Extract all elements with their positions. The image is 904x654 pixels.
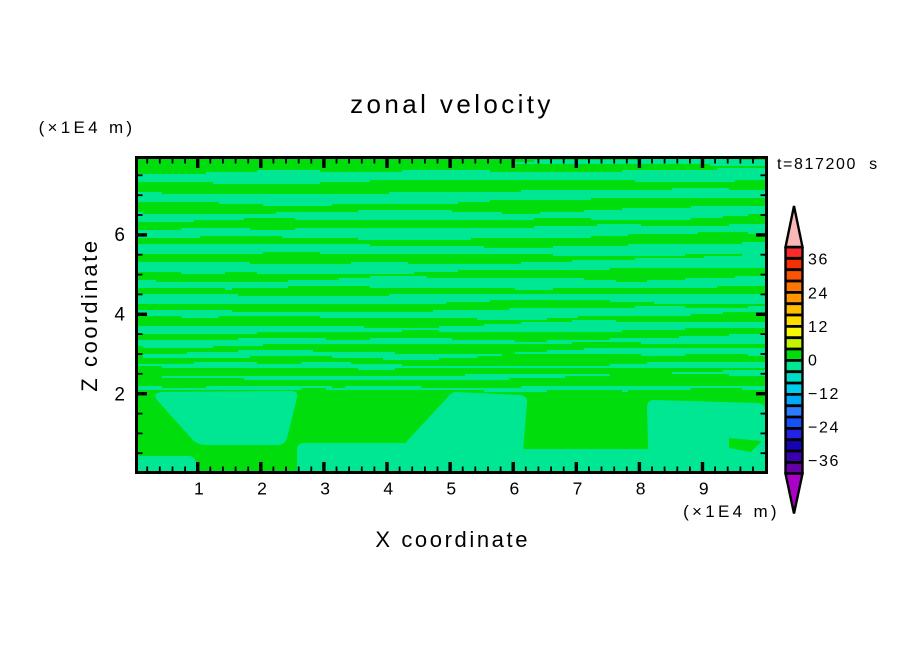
svg-text:(×1E4 m): (×1E4 m) bbox=[39, 118, 136, 137]
svg-text:5: 5 bbox=[446, 479, 457, 499]
svg-text:−12: −12 bbox=[808, 386, 840, 403]
svg-text:Z coordinate: Z coordinate bbox=[77, 238, 102, 392]
svg-text:36: 36 bbox=[808, 251, 829, 268]
svg-text:zonal velocity: zonal velocity bbox=[350, 89, 554, 119]
svg-text:12: 12 bbox=[808, 319, 829, 336]
svg-text:9: 9 bbox=[699, 479, 710, 499]
svg-text:6: 6 bbox=[114, 225, 126, 246]
svg-text:2: 2 bbox=[114, 384, 126, 405]
svg-text:0: 0 bbox=[808, 353, 819, 370]
svg-text:4: 4 bbox=[383, 479, 394, 499]
svg-text:1: 1 bbox=[194, 479, 205, 499]
svg-text:7: 7 bbox=[573, 479, 584, 499]
svg-text:X coordinate: X coordinate bbox=[375, 527, 530, 552]
svg-text:−36: −36 bbox=[808, 453, 840, 470]
svg-text:−24: −24 bbox=[808, 419, 840, 436]
svg-text:6: 6 bbox=[510, 479, 521, 499]
svg-text:3: 3 bbox=[320, 479, 331, 499]
svg-text:24: 24 bbox=[808, 285, 829, 302]
svg-text:(×1E4 m): (×1E4 m) bbox=[683, 502, 780, 521]
svg-text:2: 2 bbox=[257, 479, 268, 499]
svg-text:8: 8 bbox=[636, 479, 647, 499]
svg-text:4: 4 bbox=[114, 305, 126, 326]
svg-text:t=817200 s: t=817200 s bbox=[777, 156, 879, 173]
